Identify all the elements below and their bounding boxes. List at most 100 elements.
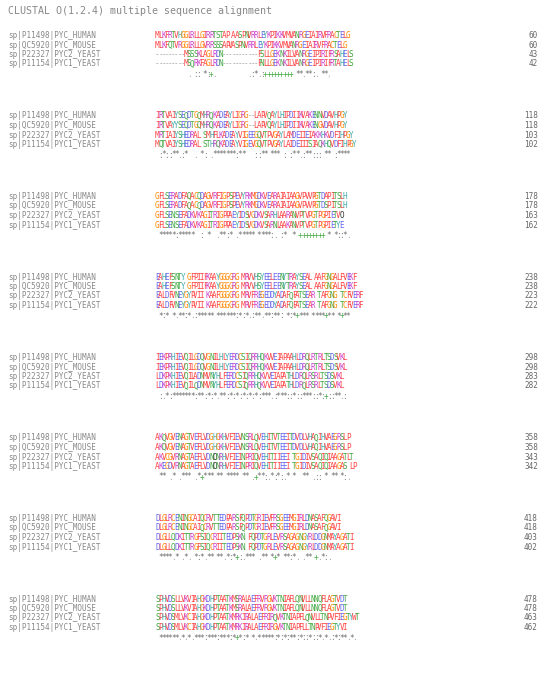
Text: :: :	[168, 150, 172, 159]
Text: A: A	[193, 604, 198, 613]
Text: Y: Y	[215, 282, 220, 291]
Text: A: A	[314, 140, 318, 149]
Text: M: M	[155, 130, 159, 139]
Text: L: L	[301, 433, 306, 442]
Text: A: A	[190, 453, 195, 462]
Text: E: E	[174, 524, 179, 533]
Text: K: K	[279, 31, 284, 40]
Text: *: *	[305, 150, 309, 159]
Text: I: I	[244, 353, 249, 362]
Text: F: F	[247, 542, 252, 551]
Text: .: .	[212, 70, 217, 79]
Text: V: V	[247, 273, 252, 282]
Text: S: S	[349, 50, 353, 59]
Text: .: .	[177, 633, 182, 643]
Text: V: V	[279, 41, 284, 50]
Text: R: R	[250, 362, 255, 371]
Text: V: V	[333, 524, 338, 533]
Text: D: D	[330, 362, 334, 371]
Text: K: K	[158, 433, 163, 442]
Text: G: G	[187, 524, 191, 533]
Text: A: A	[158, 291, 163, 300]
Text: .: .	[346, 231, 350, 240]
Text: I: I	[311, 140, 316, 149]
Text: *: *	[180, 633, 185, 643]
Text: R: R	[212, 192, 217, 201]
Text: Q: Q	[314, 433, 318, 442]
Text: A: A	[184, 192, 189, 201]
Text: R: R	[244, 623, 249, 632]
Text: A: A	[311, 514, 316, 523]
Text: R: R	[279, 542, 284, 551]
Text: *: *	[263, 553, 268, 562]
Text: L: L	[250, 433, 255, 442]
Text: G: G	[327, 514, 332, 523]
Text: A: A	[222, 140, 226, 149]
Text: V: V	[257, 453, 261, 462]
Text: -: -	[177, 59, 182, 68]
Text: :: :	[196, 553, 201, 562]
Text: T: T	[289, 433, 293, 442]
Text: A: A	[168, 121, 172, 130]
Text: V: V	[270, 140, 274, 149]
Text: V: V	[333, 372, 338, 381]
Text: D: D	[155, 542, 159, 551]
Text: +: +	[301, 231, 306, 240]
Text: D: D	[266, 301, 271, 310]
Text: N: N	[177, 443, 182, 452]
Text: I: I	[286, 453, 290, 462]
Text: *: *	[270, 633, 274, 643]
Text: N: N	[174, 301, 179, 310]
Text: +: +	[314, 231, 318, 240]
Text: F: F	[196, 533, 201, 542]
Text: I: I	[336, 514, 341, 523]
Text: *: *	[257, 633, 261, 643]
Text: V: V	[276, 623, 281, 632]
Text: S: S	[228, 192, 233, 201]
Text: L: L	[311, 533, 316, 542]
Text: S: S	[164, 220, 169, 229]
Text: sp|P11498|PYC_HUMAN: sp|P11498|PYC_HUMAN	[8, 353, 96, 362]
Text: V: V	[292, 59, 296, 68]
Text: S: S	[193, 50, 198, 59]
Text: V: V	[193, 220, 198, 229]
Text: T: T	[314, 211, 318, 220]
Text: T: T	[314, 362, 318, 371]
Text: R: R	[190, 542, 195, 551]
Text: K: K	[238, 533, 242, 542]
Text: :: :	[342, 392, 347, 401]
Text: :: :	[323, 553, 328, 562]
Text: -: -	[174, 59, 179, 68]
Text: G: G	[289, 533, 293, 542]
Text: G: G	[199, 604, 204, 613]
Text: D: D	[187, 220, 191, 229]
Text: A: A	[155, 462, 159, 471]
Text: F: F	[158, 211, 163, 220]
Text: R: R	[336, 443, 341, 452]
Text: T: T	[187, 453, 191, 462]
Text: N: N	[199, 372, 204, 381]
Text: H: H	[161, 282, 166, 291]
Text: :: :	[314, 392, 318, 401]
Text: .: .	[187, 70, 191, 79]
Text: E: E	[346, 282, 350, 291]
Text: P: P	[254, 533, 258, 542]
Text: N: N	[219, 50, 223, 59]
Text: E: E	[168, 220, 172, 229]
Text: *: *	[209, 633, 214, 643]
Text: A: A	[279, 220, 284, 229]
Text: D: D	[298, 353, 302, 362]
Text: I: I	[273, 382, 277, 391]
Text: .: .	[184, 633, 189, 643]
Text: G: G	[155, 211, 159, 220]
Text: S: S	[171, 613, 175, 622]
Text: 222: 222	[524, 301, 538, 310]
Text: V: V	[209, 192, 214, 201]
Text: E: E	[260, 433, 265, 442]
Text: .: .	[190, 633, 195, 643]
Text: E: E	[228, 130, 233, 139]
Text: G: G	[244, 121, 249, 130]
Text: -: -	[228, 59, 233, 68]
Text: F: F	[222, 372, 226, 381]
Text: V: V	[171, 453, 175, 462]
